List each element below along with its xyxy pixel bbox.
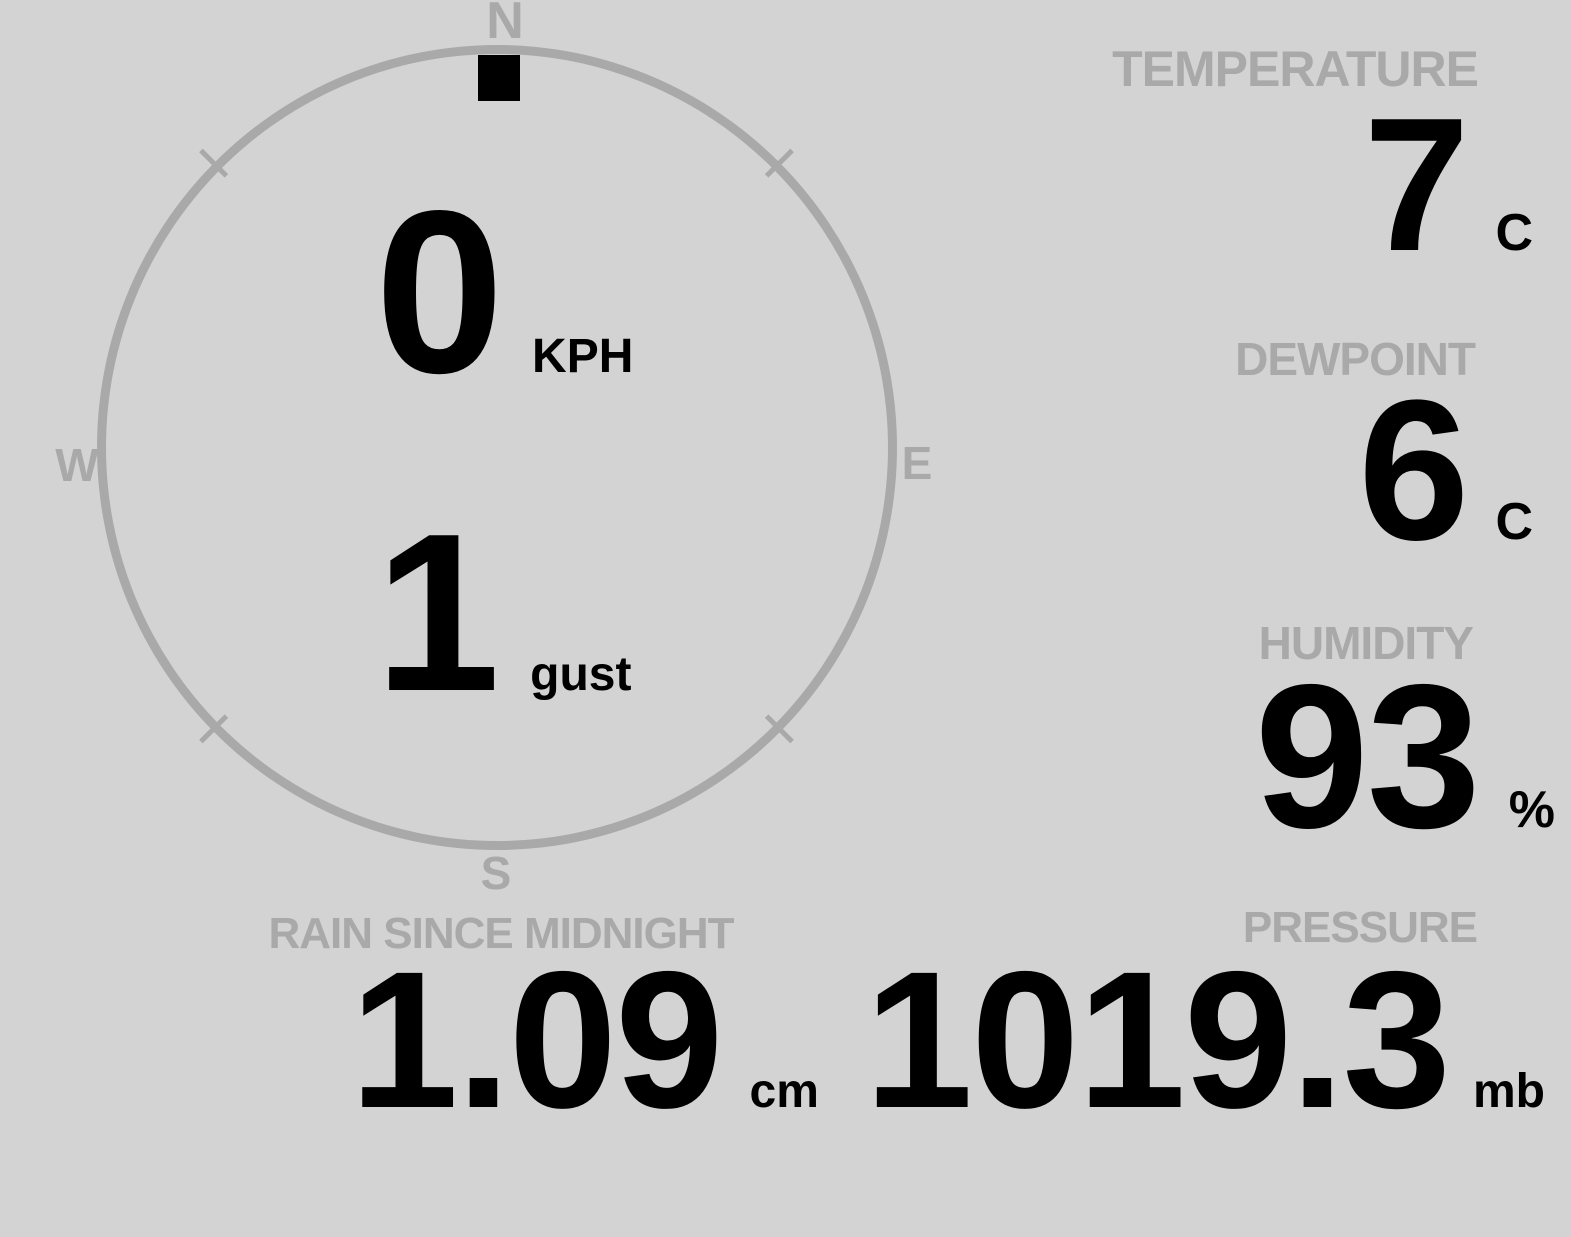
compass-ring xyxy=(97,45,897,850)
wind-speed-value: 0 xyxy=(375,163,504,422)
rain-value: 1.09 xyxy=(350,931,724,1149)
wind-gust: 1 gust xyxy=(375,500,631,725)
rain-reading: 1.09 cm xyxy=(350,943,819,1138)
temperature-value: 7 xyxy=(1363,79,1470,291)
compass-label-north: N xyxy=(486,0,524,50)
wind-direction-marker-icon xyxy=(478,55,520,101)
pressure-unit: mb xyxy=(1473,1065,1545,1118)
wind-gust-label: gust xyxy=(530,648,632,701)
temperature-unit: C xyxy=(1495,204,1533,262)
compass-label-south: S xyxy=(480,847,512,899)
humidity-reading: 93 % xyxy=(1255,654,1555,859)
temperature-reading: 7 C xyxy=(1364,90,1533,280)
dewpoint-label: DEWPOINT xyxy=(1235,333,1476,385)
rain-unit: cm xyxy=(749,1065,819,1118)
humidity-value: 93 xyxy=(1254,642,1481,871)
dewpoint-value: 6 xyxy=(1358,359,1469,582)
temperature-label: TEMPERATURE xyxy=(1112,41,1479,97)
wind-gust-value: 1 xyxy=(375,486,500,738)
pressure-label: PRESSURE xyxy=(1242,903,1478,952)
pressure-value: 1019.3 xyxy=(864,931,1451,1149)
humidity-unit: % xyxy=(1508,781,1555,839)
pressure-reading: 1019.3 mb xyxy=(865,943,1545,1138)
compass-label-west: W xyxy=(55,439,99,491)
humidity-label: HUMIDITY xyxy=(1258,617,1474,669)
dewpoint-unit: C xyxy=(1495,493,1533,551)
compass-label-east: E xyxy=(901,437,933,489)
dewpoint-reading: 6 C xyxy=(1358,371,1533,571)
rain-label: RAIN SINCE MIDNIGHT xyxy=(268,909,735,958)
wind-speed: 0 KPH xyxy=(375,177,633,409)
wind-speed-unit: KPH xyxy=(532,330,634,383)
